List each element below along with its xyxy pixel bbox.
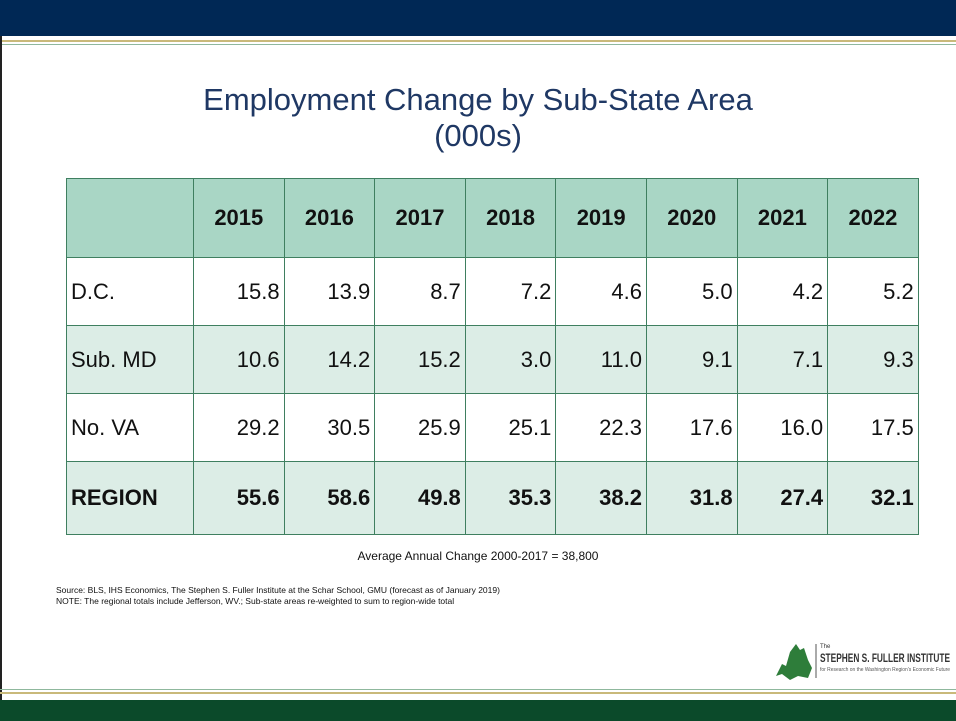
header-cell: 2021 (736, 178, 829, 258)
cell: 11.0 (555, 325, 647, 394)
cell: 9.1 (645, 325, 738, 394)
cell: 25.9 (374, 393, 466, 462)
table-row: D.C. 15.8 13.9 8.7 7.2 4.6 5.0 4.2 5.2 (66, 257, 919, 326)
cell: 7.1 (736, 325, 829, 394)
cell: 9.3 (827, 325, 919, 394)
cell: 13.9 (283, 257, 376, 326)
cell: 15.8 (193, 257, 285, 326)
left-border (0, 36, 2, 701)
header-cell (66, 178, 194, 258)
header-cell: 2019 (555, 178, 647, 258)
cell: 7.2 (464, 257, 557, 326)
title-line: Employment Change by Sub-State Area (203, 82, 753, 117)
logo-small: The (820, 644, 831, 650)
top-bar (0, 0, 956, 36)
bottom-rule (0, 692, 956, 694)
cell: 5.2 (827, 257, 919, 326)
cell: 8.7 (374, 257, 466, 326)
cell: 14.2 (283, 325, 376, 394)
cell: 17.6 (645, 393, 738, 462)
cell: 55.6 (193, 461, 285, 535)
bottom-rule (0, 689, 956, 690)
cell: 17.5 (827, 393, 919, 462)
note: Average Annual Change 2000-2017 = 38,800 (357, 549, 599, 563)
row-label: Sub. MD (66, 325, 194, 394)
cell: 30.5 (283, 393, 376, 462)
cell: 16.0 (736, 393, 829, 462)
cell: 27.4 (736, 461, 829, 535)
cell: 35.3 (464, 461, 557, 535)
cell: 49.8 (374, 461, 466, 535)
source-line: NOTE: The regional totals include Jeffer… (56, 596, 455, 606)
cell: 58.6 (283, 461, 376, 535)
cell: 32.1 (827, 461, 919, 535)
logo-tagline: for Research on the Washington Region's … (820, 667, 950, 673)
cell: 22.3 (555, 393, 647, 462)
header-cell: 2016 (283, 178, 376, 258)
logo: The STEPHEN S. FULLER INSTITUTE for Rese… (776, 644, 950, 680)
bottom-bar (0, 700, 956, 721)
header-cell: 2022 (827, 178, 919, 258)
row-label: D.C. (66, 257, 194, 326)
cell: 4.2 (736, 257, 829, 326)
table-row: REGION 55.6 58.6 49.8 35.3 38.2 31.8 27.4 32.1 (66, 461, 919, 535)
cell: 3.0 (464, 325, 557, 394)
cell: 15.2 (374, 325, 466, 394)
title: Employment Change by Sub-State Area (000… (0, 82, 956, 154)
header-row: 2015 2016 2017 2018 2019 2020 2021 2022 (66, 178, 919, 258)
cell: 31.8 (645, 461, 738, 535)
header-cell: 2017 (374, 178, 466, 258)
data-table: 2015 2016 2017 2018 2019 2020 2021 2022 D.C. 15.8… (66, 178, 919, 535)
row-label: REGION (66, 461, 194, 535)
title-line: (000s) (434, 118, 522, 153)
table-row: Sub. MD 10.6 14.2 15.2 3.0 11.0 9.1 7.1 9.3 (66, 325, 919, 394)
source: Source: BLS, IHS Economics, The Stephen … (56, 585, 500, 607)
cell: 10.6 (193, 325, 285, 394)
source-line: Source: BLS, IHS Economics, The Stephen … (56, 585, 500, 595)
table-row: No. VA 29.2 30.5 25.9 25.1 22.3 17.6 16.0 17.5 (66, 393, 919, 462)
cell: 5.0 (645, 257, 738, 326)
logo-name: STEPHEN S. FULLER INSTITUTE (820, 651, 950, 665)
row-label: No. VA (66, 393, 194, 462)
cell: 4.6 (555, 257, 647, 326)
header-cell: 2018 (464, 178, 557, 258)
logo-map (776, 644, 812, 680)
cell: 25.1 (464, 393, 557, 462)
header-cell: 2015 (193, 178, 285, 258)
cell: 38.2 (555, 461, 647, 535)
cell: 29.2 (193, 393, 285, 462)
top-rule (0, 40, 956, 42)
header-cell: 2020 (645, 178, 738, 258)
top-rule (0, 44, 956, 45)
